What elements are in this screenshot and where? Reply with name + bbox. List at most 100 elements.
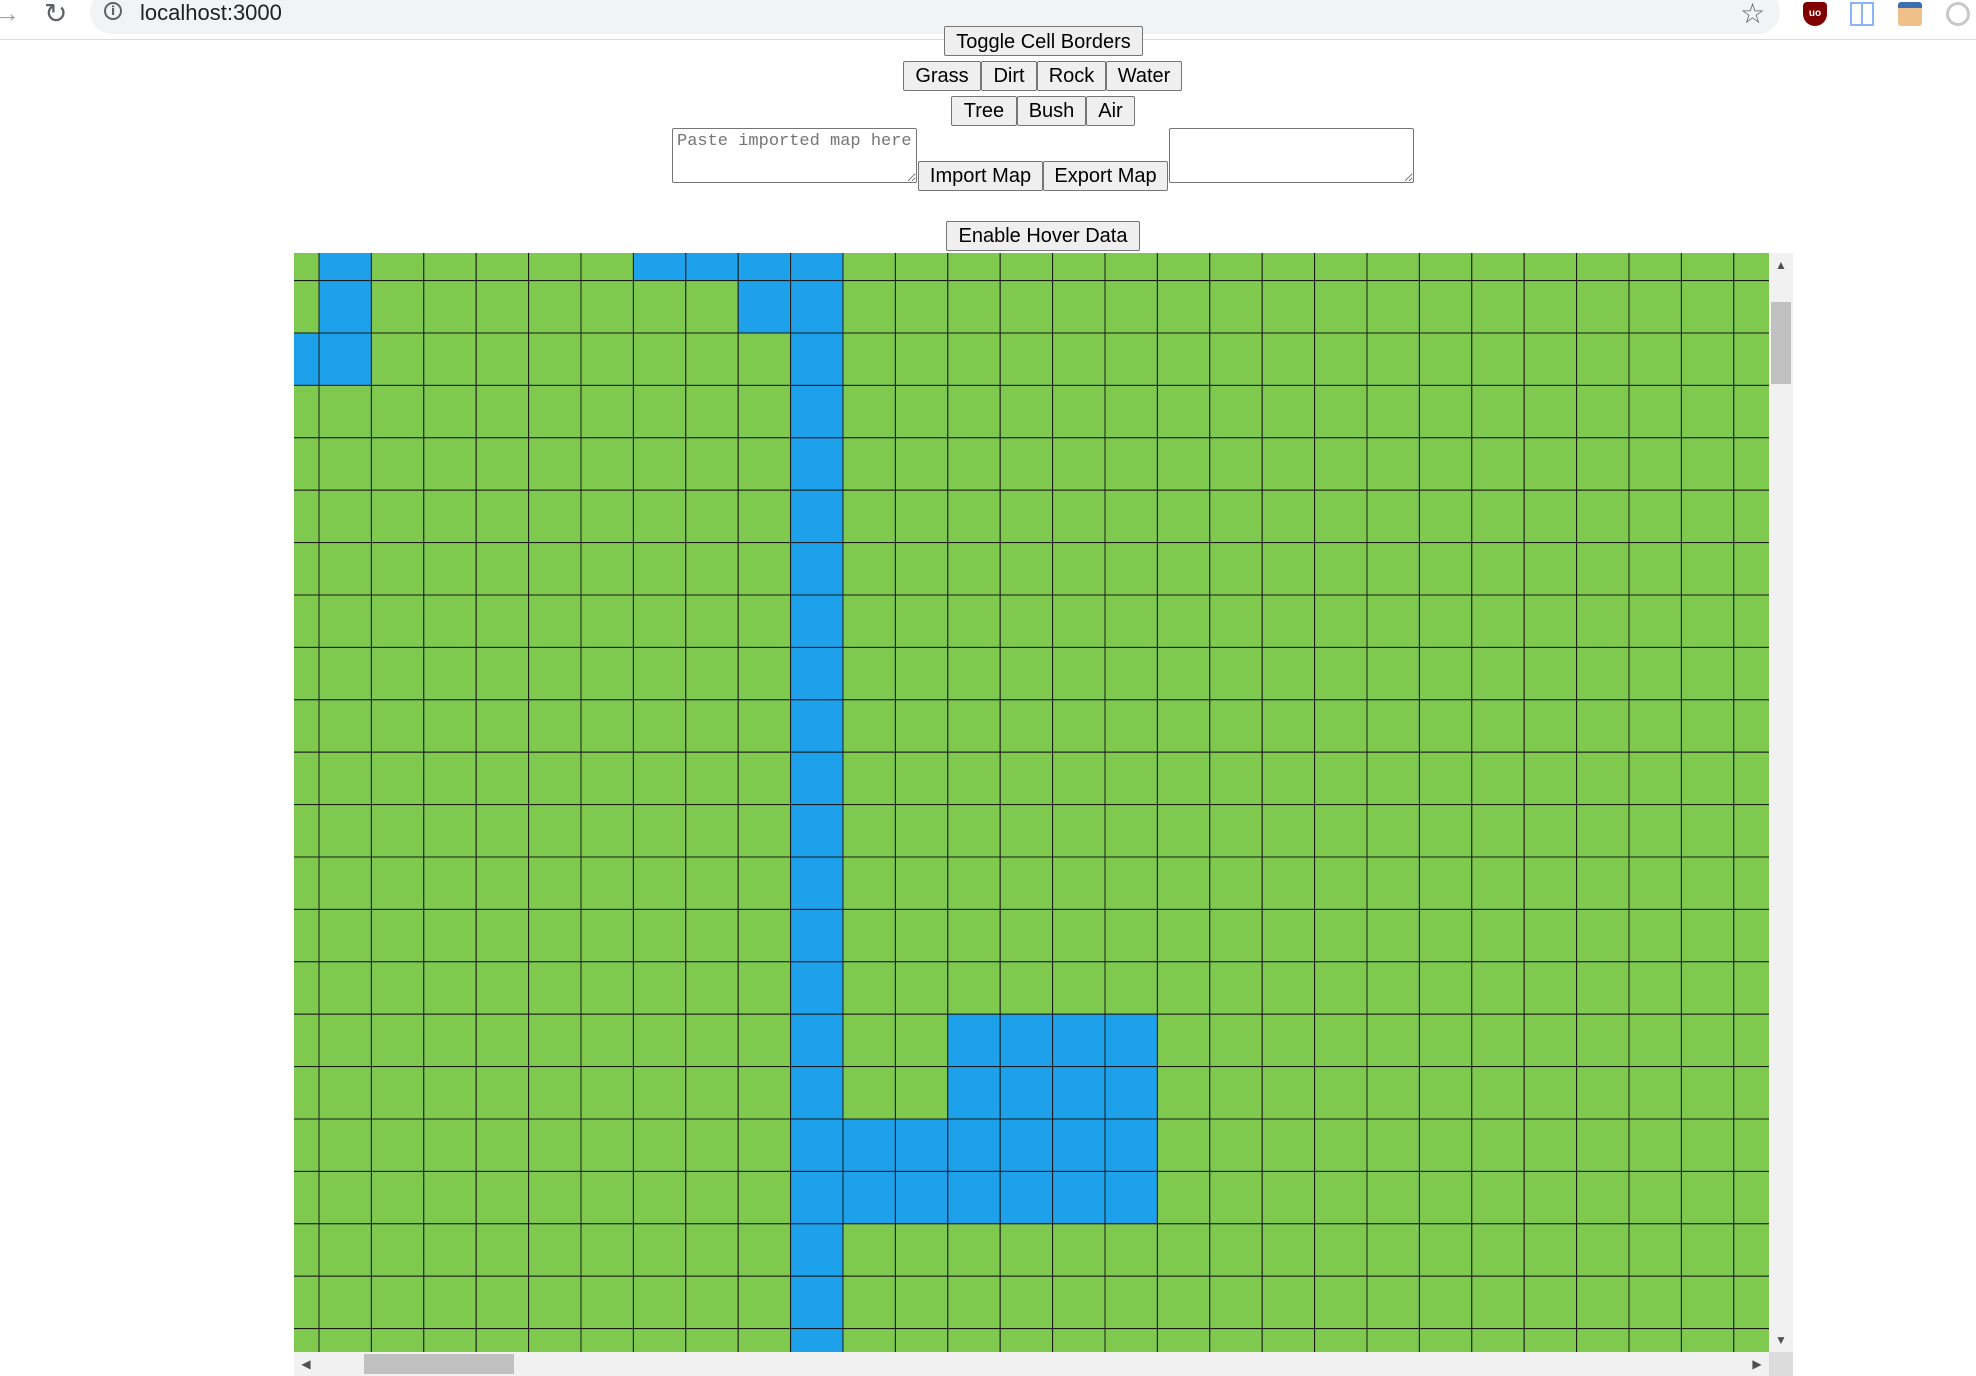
map-cell-grass[interactable] (894, 332, 949, 386)
map-cell-grass[interactable] (528, 1013, 582, 1068)
map-cell-grass[interactable] (1314, 908, 1368, 963)
map-cell-grass[interactable] (1471, 1328, 1525, 1352)
map-cell-grass[interactable] (1680, 1275, 1735, 1330)
map-cell-grass[interactable] (580, 384, 634, 439)
map-cell-grass[interactable] (1523, 1328, 1578, 1352)
map-cell-grass[interactable] (1261, 594, 1316, 648)
map-cell-water[interactable] (737, 280, 792, 334)
map-cell-grass[interactable] (1366, 908, 1420, 963)
map-cell-grass[interactable] (1471, 908, 1525, 963)
map-cell-grass[interactable] (475, 332, 530, 386)
map-cell-grass[interactable] (423, 646, 477, 701)
map-cell-grass[interactable] (423, 332, 477, 386)
map-cell-grass[interactable] (423, 489, 477, 544)
map-cell-grass[interactable] (475, 437, 530, 491)
map-cell-grass[interactable] (1523, 1170, 1578, 1225)
map-cell-grass[interactable] (1366, 594, 1420, 648)
map-cell-grass[interactable] (1733, 542, 1769, 596)
map-cell-grass[interactable] (685, 856, 739, 910)
map-cell-grass[interactable] (1628, 332, 1682, 386)
map-cell-water[interactable] (894, 1170, 949, 1225)
map-cell-grass[interactable] (528, 1118, 582, 1172)
map-cell-grass[interactable] (423, 253, 477, 282)
map-cell-grass[interactable] (1209, 908, 1263, 963)
map-cell-grass[interactable] (1576, 594, 1630, 648)
map-cell-grass[interactable] (1680, 908, 1735, 963)
map-cell-grass[interactable] (685, 332, 739, 386)
map-cell-grass[interactable] (999, 856, 1054, 910)
map-cell-grass[interactable] (685, 961, 739, 1015)
map-cell-grass[interactable] (475, 489, 530, 544)
map-cell-grass[interactable] (1418, 699, 1473, 753)
map-cell-grass[interactable] (370, 253, 425, 282)
map-cell-grass[interactable] (947, 908, 1001, 963)
map-cell-grass[interactable] (1261, 384, 1316, 439)
map-cell-grass[interactable] (1418, 1013, 1473, 1068)
map-cell-grass[interactable] (475, 1223, 530, 1277)
map-cell-grass[interactable] (423, 1013, 477, 1068)
map-cell-grass[interactable] (1156, 961, 1211, 1015)
map-cell-grass[interactable] (423, 804, 477, 858)
map-cell-grass[interactable] (632, 646, 687, 701)
map-cell-grass[interactable] (580, 1170, 634, 1225)
map-cell-grass[interactable] (1471, 437, 1525, 491)
map-cell-grass[interactable] (528, 699, 582, 753)
map-cell-grass[interactable] (1261, 751, 1316, 806)
map-cell-grass[interactable] (1261, 856, 1316, 910)
map-grid[interactable] (294, 253, 1769, 1352)
map-cell-grass[interactable] (1576, 961, 1630, 1015)
map-cell-grass[interactable] (1523, 332, 1578, 386)
map-cell-grass[interactable] (999, 961, 1054, 1015)
map-cell-grass[interactable] (1156, 253, 1211, 282)
map-cell-grass[interactable] (1680, 280, 1735, 334)
map-cell-grass[interactable] (318, 1328, 372, 1352)
map-cell-grass[interactable] (423, 280, 477, 334)
map-cell-grass[interactable] (1261, 437, 1316, 491)
map-cell-grass[interactable] (318, 384, 372, 439)
map-cell-grass[interactable] (1471, 1170, 1525, 1225)
import-map-textarea[interactable] (672, 128, 917, 183)
map-cell-grass[interactable] (580, 1118, 634, 1172)
map-cell-grass[interactable] (1523, 1013, 1578, 1068)
map-cell-grass[interactable] (1209, 856, 1263, 910)
map-cell-grass[interactable] (423, 384, 477, 439)
map-cell-grass[interactable] (1261, 961, 1316, 1015)
map-cell-water[interactable] (737, 253, 792, 282)
map-cell-grass[interactable] (737, 804, 792, 858)
map-cell-grass[interactable] (1261, 699, 1316, 753)
map-cell-grass[interactable] (842, 751, 896, 806)
map-cell-grass[interactable] (1052, 489, 1106, 544)
map-cell-grass[interactable] (1209, 280, 1263, 334)
map-cell-grass[interactable] (1418, 489, 1473, 544)
map-cell-water[interactable] (1104, 1170, 1158, 1225)
map-cell-water[interactable] (1052, 1118, 1106, 1172)
map-cell-grass[interactable] (1576, 1223, 1630, 1277)
map-cell-grass[interactable] (475, 908, 530, 963)
map-cell-grass[interactable] (1576, 384, 1630, 439)
map-cell-grass[interactable] (1680, 856, 1735, 910)
map-cell-grass[interactable] (1471, 1013, 1525, 1068)
map-cell-grass[interactable] (580, 253, 634, 282)
map-cell-grass[interactable] (1052, 646, 1106, 701)
map-cell-grass[interactable] (318, 646, 372, 701)
map-cell-grass[interactable] (1314, 751, 1368, 806)
map-cell-grass[interactable] (1576, 1118, 1630, 1172)
map-cell-grass[interactable] (318, 1066, 372, 1120)
map-cell-water[interactable] (790, 384, 844, 439)
map-cell-grass[interactable] (1680, 1170, 1735, 1225)
map-cell-grass[interactable] (318, 961, 372, 1015)
map-cell-grass[interactable] (1261, 1066, 1316, 1120)
map-cell-grass[interactable] (1680, 751, 1735, 806)
map-cell-grass[interactable] (999, 908, 1054, 963)
map-cell-grass[interactable] (475, 1118, 530, 1172)
map-cell-grass[interactable] (528, 332, 582, 386)
map-cell-grass[interactable] (685, 437, 739, 491)
map-cell-grass[interactable] (1052, 437, 1106, 491)
map-cell-grass[interactable] (370, 908, 425, 963)
map-cell-grass[interactable] (1733, 1118, 1769, 1172)
map-cell-grass[interactable] (475, 280, 530, 334)
map-cell-grass[interactable] (528, 253, 582, 282)
map-cell-grass[interactable] (1471, 699, 1525, 753)
map-cell-grass[interactable] (842, 253, 896, 282)
map-cell-grass[interactable] (1628, 437, 1682, 491)
